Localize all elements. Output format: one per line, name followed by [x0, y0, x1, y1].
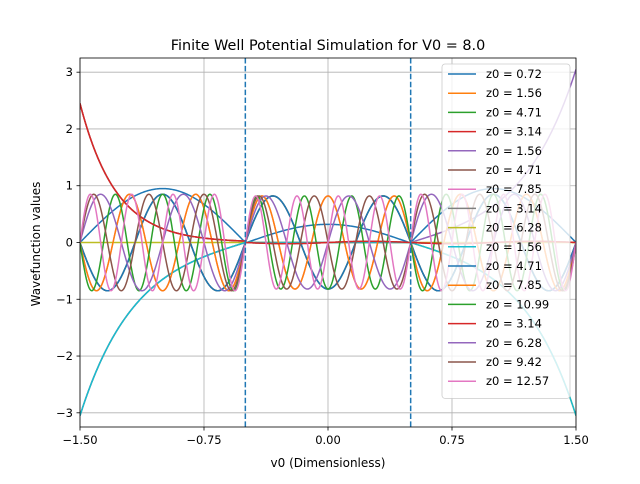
legend-label-3: z0 = 3.14	[486, 125, 542, 139]
axes-layer: −1.50 −0.75 0.00 0.75 1.50 −3 −2 −1 0 1 2 3	[56, 57, 589, 447]
legend: z0 = 0.72 z0 = 1.56 z0 = 4.71 z0 = 3.14 z0 =…	[441, 63, 571, 399]
legend-label-1: z0 = 1.56	[486, 86, 542, 100]
legend-label-0: z0 = 0.72	[486, 67, 542, 81]
chart-title: Finite Well Potential Simulation for V0 …	[171, 38, 486, 54]
legend-label-2: z0 = 4.71	[486, 105, 542, 119]
legend-box	[441, 63, 571, 399]
legend-label-4: z0 = 1.56	[486, 144, 542, 158]
legend-label-11: z0 = 7.85	[486, 278, 542, 292]
legend-label-15: z0 = 9.42	[486, 355, 542, 369]
legend-label-13: z0 = 3.14	[486, 317, 542, 331]
legend-label-9: z0 = 1.56	[486, 240, 542, 254]
legend-label-12: z0 = 10.99	[486, 297, 549, 311]
legend-label-16: z0 = 12.57	[486, 374, 549, 388]
x-tick-label-0: −1.50	[62, 433, 97, 447]
y-tick-label-1: −2	[56, 349, 73, 363]
legend-label-14: z0 = 6.28	[486, 336, 542, 350]
x-axis-label: v0 (Dimensionless)	[271, 456, 386, 470]
x-tick-label-2: 0.00	[315, 433, 341, 447]
legend-label-10: z0 = 4.71	[486, 259, 542, 273]
y-tick-label-4: 1	[66, 179, 73, 193]
x-tick-label-1: −0.75	[186, 433, 221, 447]
y-tick-label-2: −1	[56, 292, 73, 306]
y-tick-label-0: −3	[56, 406, 73, 420]
legend-label-8: z0 = 6.28	[486, 221, 542, 235]
y-tick-label-3: 0	[66, 236, 73, 250]
y-tick-label-5: 2	[66, 122, 73, 136]
x-tick-label-3: 0.75	[439, 433, 465, 447]
legend-label-5: z0 = 4.71	[486, 163, 542, 177]
x-tick-label-4: 1.50	[563, 433, 589, 447]
y-tick-label-6: 3	[66, 65, 73, 79]
legend-label-7: z0 = 3.14	[486, 201, 542, 215]
legend-label-6: z0 = 7.85	[486, 182, 542, 196]
y-axis-label: Wavefunction values	[29, 182, 43, 307]
